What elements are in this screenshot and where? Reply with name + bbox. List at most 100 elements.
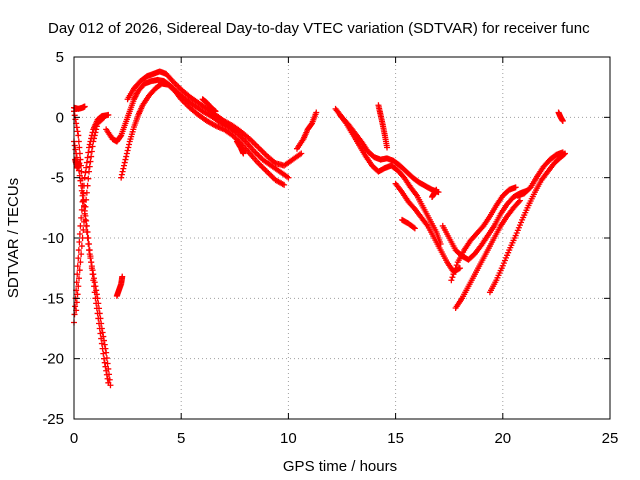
- data-point-marker: [79, 175, 86, 182]
- data-point-marker: [261, 150, 268, 157]
- y-tick-label: 0: [56, 109, 64, 126]
- series-arc-21: [452, 197, 523, 311]
- data-point-marker: [88, 148, 95, 155]
- data-point-marker: [123, 150, 130, 157]
- data-point-marker: [256, 153, 263, 160]
- data-point-marker: [240, 150, 247, 157]
- data-point-marker: [99, 329, 106, 336]
- data-point-marker: [253, 143, 260, 150]
- axis-ticks: 0 5 10 15 20 25 -25 -20 -15 -10 -5 0 5: [42, 49, 618, 447]
- data-point-marker: [76, 160, 83, 167]
- series-arc-9: [124, 68, 305, 169]
- data-point-marker: [85, 241, 92, 248]
- data-series: [71, 68, 568, 389]
- data-point-marker: [450, 271, 457, 278]
- data-point-marker: [117, 133, 124, 140]
- data-point-marker: [89, 267, 96, 274]
- data-point-marker: [83, 189, 90, 196]
- series-arc-15: [336, 111, 444, 248]
- data-point-marker: [453, 262, 460, 269]
- data-point-marker: [98, 340, 105, 347]
- data-point-marker: [265, 170, 272, 177]
- data-point-marker: [124, 147, 131, 154]
- series-arc-5: [71, 103, 88, 112]
- data-point-marker: [448, 277, 455, 284]
- data-point-marker: [78, 243, 85, 250]
- data-point-marker: [73, 124, 80, 131]
- data-point-marker: [87, 158, 94, 165]
- series-arc-12: [293, 109, 320, 152]
- data-point-marker: [99, 115, 106, 122]
- data-point-marker: [72, 303, 79, 310]
- series-arc-16: [375, 102, 391, 151]
- data-point-marker: [78, 168, 85, 175]
- series-arc-10: [199, 96, 219, 115]
- data-point-marker: [76, 230, 83, 237]
- y-tick-label: -20: [42, 351, 64, 368]
- data-point-marker: [91, 132, 98, 139]
- data-point-marker: [75, 132, 82, 139]
- x-tick-label: 0: [70, 430, 78, 447]
- data-point-marker: [121, 162, 128, 169]
- data-point-marker: [266, 171, 273, 178]
- data-point-marker: [75, 247, 82, 254]
- data-point-marker: [103, 349, 110, 356]
- data-point-marker: [258, 147, 265, 154]
- series-arc-17: [392, 180, 463, 275]
- data-point-marker: [83, 196, 90, 203]
- x-tick-label: 10: [280, 430, 297, 447]
- grid-lines: [74, 57, 610, 419]
- series-arc-14: [332, 105, 442, 196]
- data-point-marker: [285, 174, 292, 181]
- data-point-marker: [384, 144, 391, 151]
- data-point-marker: [106, 371, 113, 378]
- data-point-marker: [84, 235, 91, 241]
- data-point-marker: [92, 283, 99, 290]
- data-point-marker: [255, 152, 262, 159]
- data-point-marker: [98, 320, 105, 327]
- data-point-marker: [512, 184, 519, 191]
- data-point-marker: [76, 275, 83, 282]
- data-point-marker: [78, 206, 85, 213]
- data-point-marker: [255, 144, 262, 151]
- series-arc-22: [486, 150, 568, 296]
- x-tick-label: 25: [602, 430, 619, 447]
- x-tick-label: 15: [387, 430, 404, 447]
- series-arc-13: [113, 273, 126, 299]
- data-point-marker: [80, 190, 87, 197]
- data-point-marker: [78, 251, 85, 258]
- data-point-marker: [76, 144, 83, 151]
- data-point-marker: [93, 291, 100, 298]
- data-point-marker: [107, 382, 114, 389]
- data-point-marker: [71, 311, 78, 318]
- data-point-marker: [262, 167, 269, 174]
- data-point-marker: [516, 197, 523, 204]
- data-point-marker: [76, 150, 83, 157]
- x-tick-label: 20: [494, 430, 511, 447]
- data-point-marker: [86, 144, 93, 151]
- data-point-marker: [120, 165, 127, 172]
- data-point-marker: [122, 156, 129, 163]
- data-point-marker: [559, 117, 566, 124]
- data-point-marker: [261, 165, 268, 172]
- data-point-marker: [77, 156, 84, 163]
- data-point-marker: [452, 265, 459, 272]
- data-point-marker: [86, 168, 93, 175]
- data-point-marker: [118, 171, 125, 178]
- data-point-marker: [313, 109, 320, 116]
- data-point-marker: [75, 255, 82, 262]
- data-point-marker: [449, 274, 456, 281]
- data-point-marker: [95, 300, 102, 307]
- data-point-marker: [73, 279, 80, 286]
- data-point-marker: [81, 103, 88, 110]
- data-point-marker: [86, 247, 93, 254]
- data-point-marker: [77, 259, 84, 266]
- data-point-marker: [259, 164, 266, 171]
- data-point-marker: [256, 161, 263, 168]
- data-point-marker: [105, 365, 112, 372]
- data-point-marker: [91, 135, 98, 142]
- data-point-marker: [119, 168, 126, 175]
- data-point-marker: [104, 360, 111, 367]
- data-point-marker: [100, 333, 107, 340]
